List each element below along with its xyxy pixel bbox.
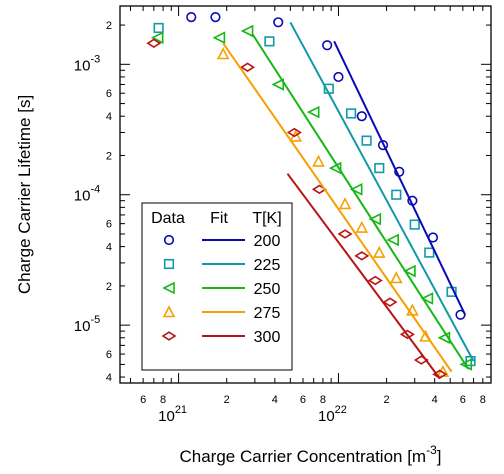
data-point-275 [312,154,325,167]
y-minor-tick-label: 6 [106,219,112,231]
fit-line-300 [286,173,441,380]
data-point-300 [382,297,398,307]
fit-lines-layer [222,21,475,380]
x-axis-label-text: Charge Carrier Concentration [m [179,447,426,466]
data-point-225 [361,135,372,146]
y-minor-tick-label: 4 [106,111,112,123]
x-axis-label: Charge Carrier Concentration [m-3] [179,443,441,466]
data-point-275 [216,47,230,60]
data-point-200 [377,140,389,151]
legend-label-275: 275 [254,305,281,322]
data-point-300 [337,229,353,239]
y-minor-tick-label: 2 [106,281,112,293]
data-point-250 [349,183,363,196]
data-point-200 [273,17,284,28]
x-minor-tick-label: 8 [320,394,326,406]
y-minor-tick-label: 6 [106,88,112,100]
data-point-250 [368,212,382,226]
data-point-250 [437,331,451,345]
legend: Data Fit T[K] 200 225 250 275 300 [141,202,293,371]
y-minor-tick-label: 2 [106,150,112,162]
legend-marker-300 [161,331,177,341]
x-major-tick-label: 1022 [318,404,347,425]
legend-marker-200 [163,234,175,246]
data-point-250 [420,292,434,305]
x-axis-label-close: ] [437,447,442,466]
fit-line-250 [251,33,470,370]
legend-marker-250 [162,281,175,295]
data-point-275 [389,271,403,284]
data-point-250 [212,31,226,44]
data-point-300 [240,62,256,72]
data-point-300 [286,127,302,138]
legend-label-250: 250 [254,281,281,298]
x-minor-tick-label: 6 [300,394,306,406]
fit-line-225 [289,21,475,362]
data-point-275 [355,220,369,233]
data-point-300 [146,38,162,49]
legend-marker-225 [163,258,175,270]
data-point-275 [338,197,352,210]
data-point-225 [346,108,357,119]
legend-label-200: 200 [254,233,281,250]
data-point-225 [264,36,275,47]
data-point-200 [210,12,221,23]
series-250 [150,24,473,371]
y-major-tick-label: 10-3 [74,53,100,74]
data-point-300 [367,275,383,286]
y-major-tick-label: 10-4 [74,184,100,205]
data-point-200 [322,40,333,51]
data-point-250 [328,161,342,175]
legend-label-225: 225 [254,257,281,274]
y-minor-tick-label: 4 [106,372,112,384]
legend-header: Fit [210,210,228,227]
x-major-tick-label: 1021 [158,404,187,425]
data-point-200 [356,111,367,122]
fit-line-200 [333,40,467,316]
data-point-225 [153,22,164,34]
y-minor-tick-label: 2 [106,20,112,32]
x-minor-tick-label: 2 [384,394,390,406]
legend-label-300: 300 [254,329,281,346]
y-axis-label: Charge Carrier Lifetime [s] [15,95,34,294]
data-point-225 [374,163,385,174]
x-minor-tick-label: 4 [432,394,438,406]
data-point-250 [271,78,285,91]
data-point-225 [424,247,435,258]
plot-area-frame [119,5,492,384]
y-major-tick-label: 10-5 [74,314,100,335]
ticks-layer [120,6,492,383]
data-point-225 [391,189,402,200]
data-point-200 [333,71,344,83]
data-point-300 [354,251,370,261]
data-point-250 [240,24,254,38]
data-point-275 [372,245,386,258]
legend-header: T[K] [252,210,281,227]
data-point-250 [403,264,416,278]
x-minor-tick-label: 6 [140,394,146,406]
data-point-250 [150,31,164,44]
data-point-200 [186,12,197,23]
data-point-225 [409,219,420,230]
y-minor-tick-label: 6 [106,349,112,361]
x-minor-tick-label: 8 [160,394,166,406]
data-point-250 [386,233,399,247]
y-minor-tick-label: 4 [106,242,112,254]
data-point-300 [413,355,429,365]
x-minor-tick-label: 8 [480,394,486,406]
legend-header: Data [151,210,185,227]
x-minor-tick-label: 2 [224,394,230,406]
legend-marker-275 [162,305,176,318]
x-minor-tick-label: 4 [272,394,278,406]
x-axis-label-exponent: -3 [426,443,437,457]
x-minor-tick-label: 6 [460,394,466,406]
data-point-250 [306,105,320,119]
fit-line-275 [222,42,453,373]
